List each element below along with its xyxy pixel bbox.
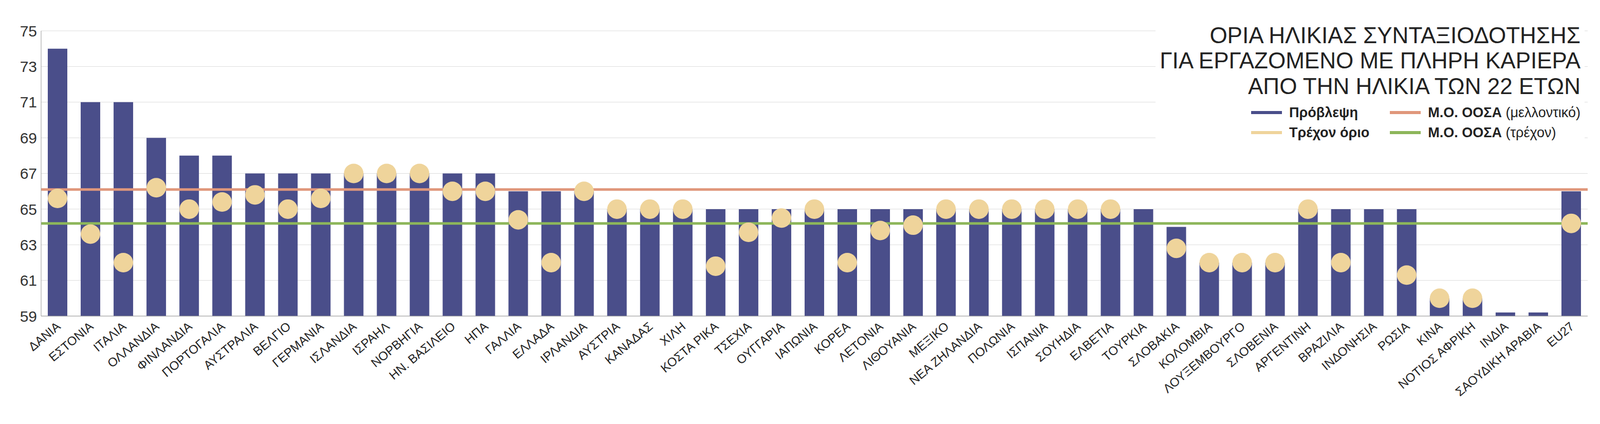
svg-text:ΕΛΒΕΤΙΑ: ΕΛΒΕΤΙΑ: [1067, 319, 1116, 364]
svg-text:ΟΥΓΓΑΡΙΑ: ΟΥΓΓΑΡΙΑ: [733, 319, 787, 367]
svg-text:67: 67: [20, 164, 37, 182]
svg-text:ΚΙΝΑ: ΚΙΝΑ: [1414, 319, 1445, 349]
svg-text:ΒΡΑΖΙΛΙΑ: ΒΡΑΖΙΛΙΑ: [1295, 319, 1347, 365]
svg-text:ΒΕΛΓΙΟ: ΒΕΛΓΙΟ: [250, 319, 294, 359]
svg-text:EU27: EU27: [1543, 319, 1577, 350]
svg-text:ΙΝΔΙΑ: ΙΝΔΙΑ: [1477, 319, 1511, 351]
svg-text:65: 65: [20, 200, 37, 218]
svg-text:ΗΠΑ: ΗΠΑ: [461, 319, 491, 347]
svg-text:ΙΝΔΟΝΗΣΙΑ: ΙΝΔΟΝΗΣΙΑ: [1318, 319, 1380, 373]
svg-text:ΝΟΤΙΟΣ ΑΦΡΙΚΗ: ΝΟΤΙΟΣ ΑΦΡΙΚΗ: [1395, 319, 1478, 392]
svg-text:ΡΩΣΙΑ: ΡΩΣΙΑ: [1374, 319, 1412, 354]
svg-text:ΣΑΟΥΔΙΚΗ ΑΡΑΒΙΑ: ΣΑΟΥΔΙΚΗ ΑΡΑΒΙΑ: [1452, 319, 1544, 399]
svg-text:ΓΕΡΜΑΝΙΑ: ΓΕΡΜΑΝΙΑ: [269, 319, 327, 370]
svg-text:ΚΟΡΕΑ: ΚΟΡΕΑ: [811, 319, 853, 357]
svg-text:ΚΟΛΟΜΒΙΑ: ΚΟΛΟΜΒΙΑ: [1155, 319, 1215, 372]
svg-text:ΚΑΝΑΔΑΣ: ΚΑΝΑΔΑΣ: [602, 319, 656, 367]
svg-text:59: 59: [20, 307, 37, 325]
html-text:Μ.Ο. ΟΟΣΑ (μελλοντικό): Μ.Ο. ΟΟΣΑ (μελλοντικό): [1428, 104, 1581, 121]
svg-text:61: 61: [20, 271, 37, 289]
svg-text:71: 71: [20, 93, 37, 111]
svg-text:ΗΝ. ΒΑΣΙΛΕΙΟ: ΗΝ. ΒΑΣΙΛΕΙΟ: [386, 319, 458, 383]
svg-text:ΠΟΡΤΟΓΑΛΙΑ: ΠΟΡΤΟΓΑΛΙΑ: [159, 319, 228, 380]
svg-text:ΙΣΠΑΝΙΑ: ΙΣΠΑΝΙΑ: [1003, 319, 1051, 362]
svg-text:ΤΣΕΧΙΑ: ΤΣΕΧΙΑ: [711, 319, 754, 358]
svg-text:ΑΥΣΤΡΙΑ: ΑΥΣΤΡΙΑ: [574, 319, 623, 363]
svg-text:ΓΑΛΛΙΑ: ΓΑΛΛΙΑ: [482, 319, 524, 357]
svg-text:ΕΣΤΟΝΙΑ: ΕΣΤΟΝΙΑ: [46, 319, 97, 364]
svg-text:ΟΛΛΑΝΔΙΑ: ΟΛΛΑΝΔΙΑ: [104, 319, 162, 371]
svg-text:ΑΥΣΤΡΑΛΙΑ: ΑΥΣΤΡΑΛΙΑ: [200, 319, 261, 372]
svg-text:ΤΟΥΡΚΙΑ: ΤΟΥΡΚΙΑ: [1099, 319, 1149, 364]
html-text:Μ.Ο. ΟΟΣΑ (τρέχον): Μ.Ο. ΟΟΣΑ (τρέχον): [1428, 124, 1557, 141]
svg-text:73: 73: [20, 58, 37, 76]
html-text:Πρόβλεψη: Πρόβλεψη: [1289, 104, 1358, 121]
svg-text:ΝΟΡΒΗΓΙΑ: ΝΟΡΒΗΓΙΑ: [368, 319, 425, 370]
svg-text:63: 63: [20, 236, 37, 254]
svg-text:75: 75: [20, 22, 37, 40]
svg-text:ΛΙΘΟΥΑΝΙΑ: ΛΙΘΟΥΑΝΙΑ: [858, 319, 919, 373]
svg-text:ΚΟΣΤΑ ΡΙΚΑ: ΚΟΣΤΑ ΡΙΚΑ: [657, 319, 722, 376]
svg-text:ΧΙΛΗ: ΧΙΛΗ: [657, 319, 689, 349]
svg-text:ΛΟΥΞΕΜΒΟΥΡΓΟ: ΛΟΥΞΕΜΒΟΥΡΓΟ: [1160, 319, 1248, 396]
svg-text:ΜΕΞΙΚΟ: ΜΕΞΙΚΟ: [906, 319, 952, 361]
svg-text:ΙΤΑΛΙΑ: ΙΤΑΛΙΑ: [90, 319, 129, 355]
svg-text:ΛΕΤΟΝΙΑ: ΛΕΤΟΝΙΑ: [835, 319, 886, 365]
html-text:ΟΡΙΑ ΗΛΙΚΙΑΣ ΣΥΝΤΑΞΙΟΔΟΤΗΣΗΣ Γ: ΟΡΙΑ ΗΛΙΚΙΑΣ ΣΥΝΤΑΞΙΟΔΟΤΗΣΗΣ ΓΙΑ ΕΡΓΑΖΟΜ…: [1159, 22, 1581, 99]
svg-text:ΕΛΛΑΔΑ: ΕΛΛΑΔΑ: [509, 319, 557, 362]
svg-text:ΣΛΟΒΕΝΙΑ: ΣΛΟΒΕΝΙΑ: [1223, 319, 1281, 370]
svg-text:69: 69: [20, 129, 37, 147]
svg-text:ΙΡΛΑΝΔΙΑ: ΙΡΛΑΝΔΙΑ: [537, 319, 590, 366]
svg-text:ΙΣΛΑΝΔΙΑ: ΙΣΛΑΝΔΙΑ: [307, 319, 360, 366]
html-text:Τρέχον όριο: Τρέχον όριο: [1289, 124, 1370, 141]
svg-text:ΝΕΑ ΖΗΛΑΝΔΙΑ: ΝΕΑ ΖΗΛΑΝΔΙΑ: [906, 319, 985, 388]
svg-text:ΔΑΝΙΑ: ΔΑΝΙΑ: [25, 319, 63, 354]
svg-text:ΦΙΝΛΑΝΔΙΑ: ΦΙΝΛΑΝΔΙΑ: [133, 319, 195, 374]
svg-text:ΠΟΛΩΝΙΑ: ΠΟΛΩΝΙΑ: [964, 319, 1017, 366]
svg-text:ΑΡΓΕΝΤΙΝΗ: ΑΡΓΕΝΤΙΝΗ: [1251, 319, 1314, 375]
svg-text:ΙΣΡΑΗΛ: ΙΣΡΑΗΛ: [349, 319, 392, 358]
svg-text:ΣΛΟΒΑΚΙΑ: ΣΛΟΒΑΚΙΑ: [1125, 319, 1182, 370]
svg-text:ΣΟΥΗΔΙΑ: ΣΟΥΗΔΙΑ: [1032, 319, 1084, 365]
svg-text:ΙΑΠΩΝΙΑ: ΙΑΠΩΝΙΑ: [772, 319, 820, 363]
